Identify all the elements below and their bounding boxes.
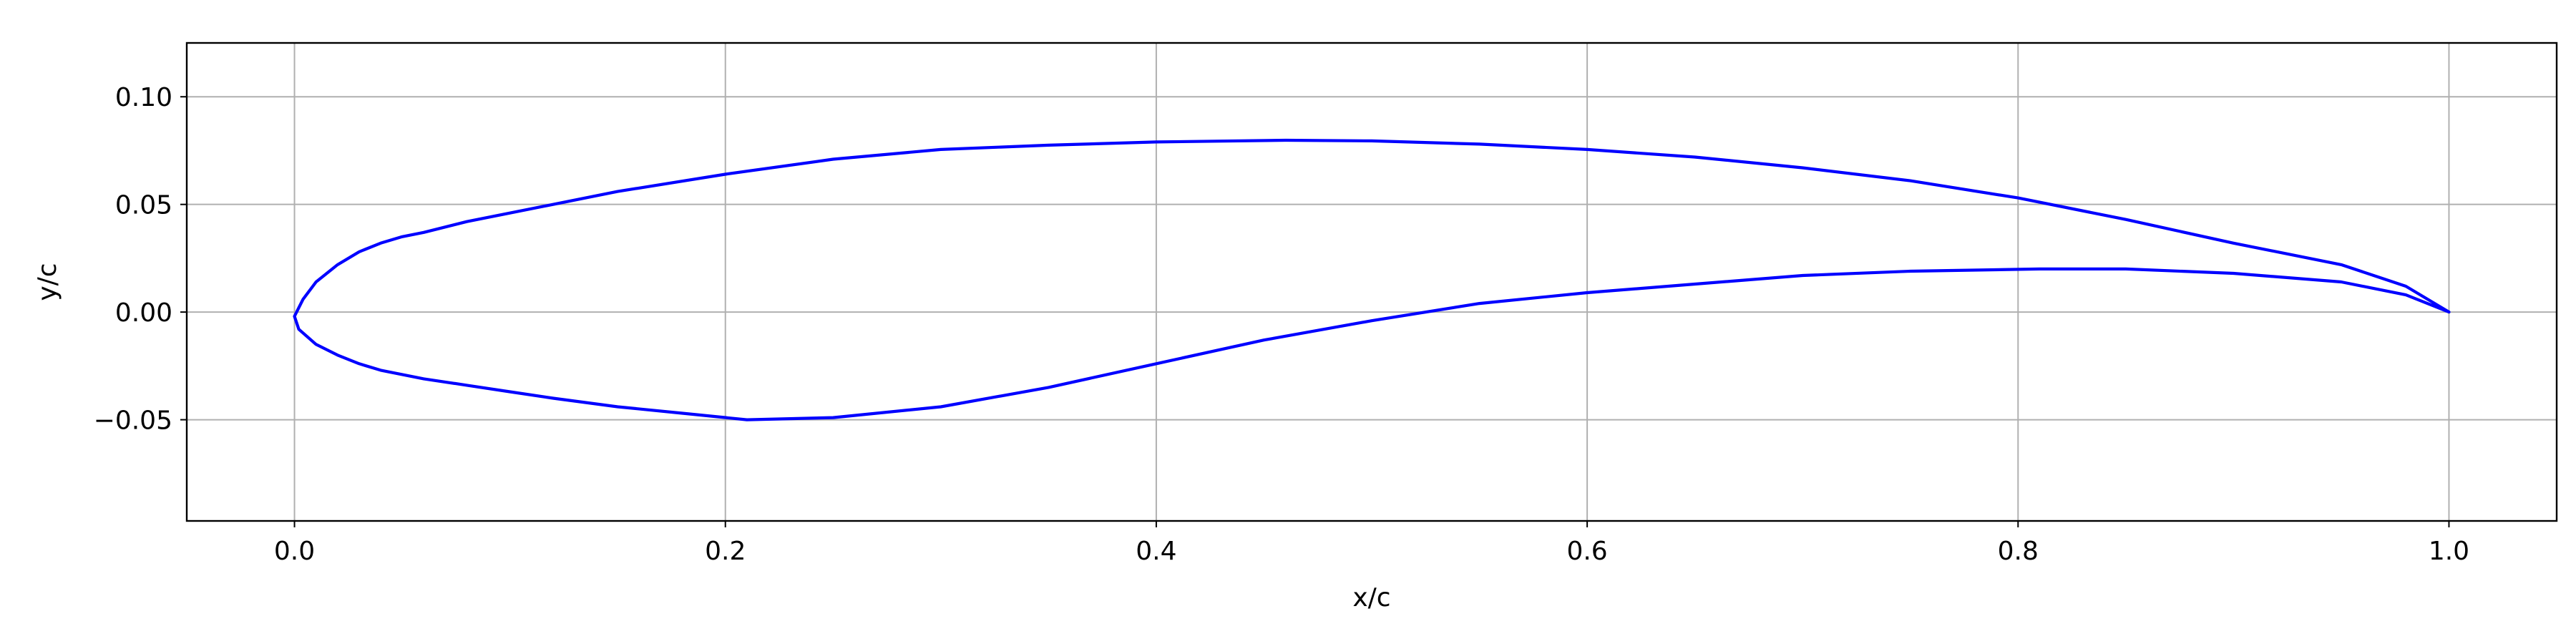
- airfoil-profile-line: [293, 138, 2451, 421]
- x-tick-label: 0.6: [1566, 537, 1607, 566]
- x-axis-ticks: 0.0 0.2 0.4 0.6 0.8 1.0: [274, 521, 2469, 566]
- x-axis-label: x/c: [1352, 583, 1390, 613]
- x-tick-label: 0.0: [274, 537, 315, 566]
- y-tick-label: −0.05: [94, 406, 172, 436]
- series-layer: [293, 138, 2451, 421]
- y-tick-label: 0.05: [115, 191, 172, 220]
- y-tick-label: 0.00: [115, 298, 172, 328]
- plot-frame: [185, 42, 2558, 522]
- grid: [187, 43, 2557, 521]
- x-tick-label: 1.0: [2429, 537, 2469, 566]
- y-axis-label: y/c: [33, 263, 62, 301]
- y-tick-label: 0.10: [115, 83, 172, 112]
- x-tick-label: 0.2: [705, 537, 746, 566]
- y-axis-ticks: 0.10 0.05 0.00 −0.05: [94, 83, 187, 436]
- x-tick-label: 0.8: [1998, 537, 2039, 566]
- x-tick-label: 0.4: [1136, 537, 1176, 566]
